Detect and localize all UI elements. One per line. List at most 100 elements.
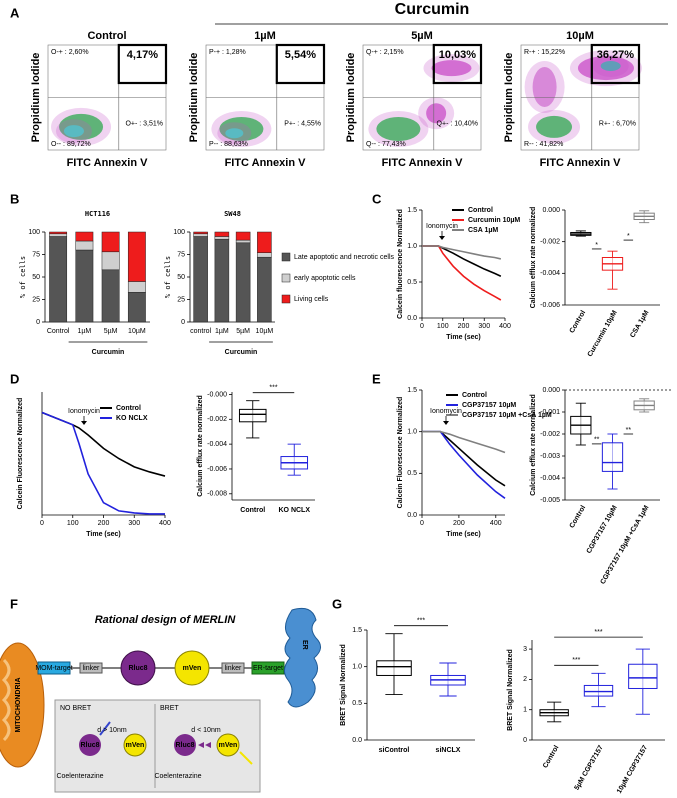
legend-label: early apoptotic cells xyxy=(294,275,356,282)
significance: *** xyxy=(594,629,602,636)
linker-box xyxy=(221,662,245,674)
axis-label: Time (sec) xyxy=(446,531,481,538)
axis-label: BRET Signal Normalized xyxy=(507,649,514,731)
axis-label: Calcein Fluorescence Normalized xyxy=(397,397,404,509)
line-series xyxy=(422,430,506,454)
y-tick-label: -0.001 xyxy=(540,409,560,416)
construct-label: Rluc8 xyxy=(128,665,147,672)
quadrant-label: Q-+ : 2,15% xyxy=(366,49,404,56)
line-series xyxy=(41,411,165,515)
mven-circle xyxy=(174,650,210,686)
y-tick-label: -0.004 xyxy=(207,441,227,448)
x-tick-label: 0 xyxy=(40,520,44,527)
y-tick-label: 0.5 xyxy=(407,470,417,477)
y-tick-label: 100 xyxy=(173,229,185,236)
y-tick-label: 0.000 xyxy=(542,387,560,394)
x-tick-label: 200 xyxy=(458,323,470,330)
box xyxy=(238,408,267,423)
y-tick-label: 75 xyxy=(177,251,185,258)
axis-label: Calcein fluorescence Normalized xyxy=(397,209,404,319)
x-tick-label: 5µM xyxy=(104,328,118,335)
legend-swatch xyxy=(281,294,291,304)
y-tick-label: 75 xyxy=(32,251,40,258)
inset-label: mVen xyxy=(126,742,145,749)
annotation: Ionomycin xyxy=(430,408,462,415)
bar-segment xyxy=(49,233,68,237)
acceptor-circle xyxy=(123,733,147,757)
y-tick-label: 3 xyxy=(523,646,527,653)
arrow-head xyxy=(81,421,87,425)
y-tick-label: 0 xyxy=(523,737,527,744)
quadrant-label: R-+ : 15,22% xyxy=(524,49,565,56)
y-tick-label: -0.004 xyxy=(540,475,560,482)
y-tick-label: 0 xyxy=(181,319,185,326)
bar-segment xyxy=(127,281,146,293)
inset-label: d > 10nm xyxy=(97,727,127,734)
cell-cloud xyxy=(431,60,472,77)
plot-title: 10µM xyxy=(566,30,594,42)
y-tick-label: 0.5 xyxy=(352,700,362,707)
linker-box xyxy=(79,662,103,674)
quadrant-label: P-+ : 1,28% xyxy=(209,49,246,56)
cell-cloud xyxy=(225,128,244,139)
quadrant-percent: 4,17% xyxy=(127,49,158,61)
x-tick-label: siNCLX xyxy=(436,747,461,754)
axis-label: Propidium Iodide xyxy=(30,53,42,143)
cristae xyxy=(1,658,11,742)
panel-letter: F xyxy=(10,596,18,611)
legend-swatch xyxy=(281,273,291,283)
donor-circle xyxy=(174,734,196,756)
emission xyxy=(239,751,253,765)
mom-target-box xyxy=(37,661,71,675)
chart-title: SW48 xyxy=(224,210,241,218)
x-tick-label: control xyxy=(190,328,211,335)
cell-cloud xyxy=(426,103,447,124)
x-tick-label: 5µM CGP37157 xyxy=(574,744,605,791)
axis-label: BRET Signal Normalized xyxy=(340,644,347,726)
axis-label: FITC Annexin V xyxy=(540,157,622,169)
legend-label: Control xyxy=(462,392,487,399)
bar-segment xyxy=(101,251,120,271)
cell-cloud xyxy=(376,117,421,141)
y-tick-label: 0.0 xyxy=(352,737,362,744)
significance: ** xyxy=(626,427,632,434)
significance: *** xyxy=(269,385,277,392)
legend-label: Living cells xyxy=(294,296,329,303)
energy-transfer xyxy=(198,742,211,748)
legend-swatch xyxy=(281,252,291,262)
axis-label: Calcium efflux rate normalized xyxy=(197,395,204,497)
arrow-head xyxy=(439,236,445,240)
y-tick-label: -0.005 xyxy=(540,497,560,504)
bar-segment xyxy=(257,252,272,258)
x-tick-label: 10µM xyxy=(128,328,146,335)
x-tick-label: 10µM xyxy=(256,328,274,335)
plot-title: 5µM xyxy=(411,30,433,42)
legend-label: Curcumin 10µM xyxy=(468,217,520,224)
inset-label: mVen xyxy=(219,742,238,749)
y-tick-label: 1.0 xyxy=(352,664,362,671)
y-tick-label: -0.000 xyxy=(207,391,227,398)
quadrant-percent: 10,03% xyxy=(439,49,477,61)
x-tick-label: 400 xyxy=(159,520,171,527)
plot-title: Control xyxy=(87,30,126,42)
bar-segment xyxy=(235,239,251,244)
bar-segment xyxy=(101,269,120,323)
er-target-box xyxy=(251,661,285,675)
quadrant-label: Q+- : 10,40% xyxy=(437,120,478,127)
annotation: Ionomycin xyxy=(68,408,100,415)
highlight-box xyxy=(117,43,168,85)
panel-letter: G xyxy=(332,596,342,611)
quadrant-label: Q-- : 77,43% xyxy=(366,141,406,148)
x-tick-label: Control xyxy=(240,507,265,514)
rluc8-circle xyxy=(120,650,156,686)
axis-label: % of cells xyxy=(19,256,27,298)
x-tick-label: Control xyxy=(47,328,70,335)
y-tick-label: -0.002 xyxy=(207,416,227,423)
x-tick-label: Control xyxy=(569,309,588,334)
emission xyxy=(99,721,111,736)
plot-title: 1µM xyxy=(254,30,276,42)
y-tick-label: 0.000 xyxy=(542,207,560,214)
axis-label: Propidium Iodide xyxy=(345,53,357,143)
